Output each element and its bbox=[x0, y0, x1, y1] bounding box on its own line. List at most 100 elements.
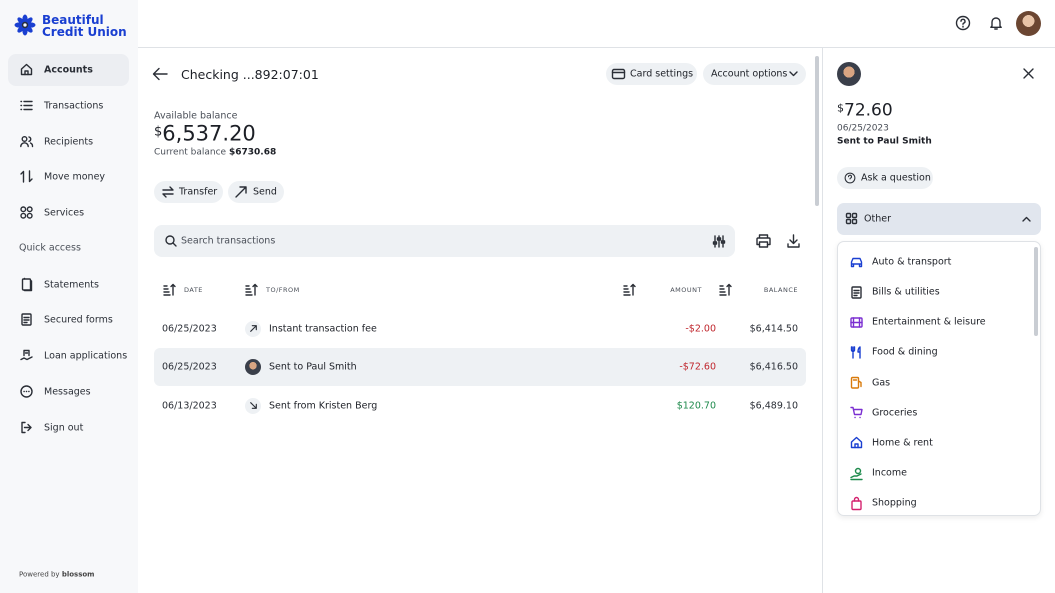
current-balance-value: $6730.68 bbox=[228, 147, 277, 158]
ask-question-button[interactable]: Ask a question bbox=[837, 167, 933, 189]
row-name[interactable]: Sent to Paul Smith bbox=[269, 361, 357, 373]
icon bbox=[20, 385, 33, 398]
search-placeholder: Search transactions bbox=[181, 235, 276, 247]
selected-category: Other bbox=[864, 213, 891, 225]
user-avatar[interactable] bbox=[1016, 11, 1041, 36]
current-balance-label: Current balance bbox=[154, 147, 227, 158]
row-date: 06/25/2023 bbox=[162, 322, 217, 334]
main-scrollbar bbox=[815, 56, 819, 206]
transfer-button[interactable]: Transfer bbox=[154, 181, 223, 203]
detail-date: 06/25/2023 bbox=[837, 123, 889, 134]
row-amount: $120.70 bbox=[676, 399, 716, 411]
row-name[interactable]: Instant transaction fee bbox=[269, 322, 377, 334]
list-scrollbar bbox=[1034, 247, 1038, 336]
row-balance: $6,414.50 bbox=[749, 322, 798, 334]
icon bbox=[21, 277, 33, 291]
help-button[interactable] bbox=[955, 15, 971, 31]
card-icon bbox=[611, 68, 626, 80]
currency: $ bbox=[837, 101, 844, 115]
sidebar bbox=[0, 0, 138, 593]
row-name[interactable]: Sent from Kristen Berg bbox=[269, 399, 378, 411]
icon bbox=[850, 346, 861, 359]
search-icon bbox=[165, 235, 177, 247]
ask-question-label: Ask a question bbox=[861, 172, 931, 184]
available-balance: $6,537.20 bbox=[154, 121, 256, 146]
row-date: 06/25/2023 bbox=[162, 361, 217, 373]
column-header: DATE bbox=[184, 285, 203, 294]
nav-item[interactable]: Secured forms bbox=[44, 314, 113, 326]
icon bbox=[245, 283, 258, 296]
nav-item[interactable]: Transactions bbox=[44, 100, 104, 112]
category-option[interactable]: Income bbox=[872, 467, 907, 479]
brand-name: Credit Union bbox=[42, 25, 127, 39]
category-option[interactable]: Groceries bbox=[872, 407, 918, 418]
nav-item[interactable]: Sign out bbox=[44, 421, 84, 433]
category-option[interactable]: Food & dining bbox=[872, 346, 938, 358]
print-button[interactable] bbox=[756, 234, 771, 248]
send-button[interactable]: Send bbox=[228, 181, 284, 203]
powered-by-brand: blossom bbox=[61, 570, 95, 579]
detail-description: Sent to Paul Smith bbox=[837, 136, 932, 147]
download-button[interactable] bbox=[787, 234, 800, 248]
row-avatar bbox=[245, 359, 261, 376]
contact-avatar bbox=[837, 62, 861, 86]
icon bbox=[250, 402, 257, 410]
column-header: BALANCE bbox=[763, 285, 798, 294]
icon bbox=[850, 257, 863, 267]
icon bbox=[250, 325, 257, 332]
nav-item[interactable]: Services bbox=[44, 207, 85, 219]
icon bbox=[850, 317, 863, 328]
row-amount: -$72.60 bbox=[679, 361, 716, 373]
transfer-label: Transfer bbox=[179, 186, 218, 198]
amount: 72.60 bbox=[844, 100, 893, 121]
nav-item[interactable]: Recipients bbox=[44, 135, 94, 147]
category-option[interactable]: Entertainment & leisure bbox=[872, 316, 986, 328]
nav-item[interactable]: Move money bbox=[44, 171, 106, 183]
icon bbox=[20, 349, 33, 361]
category-option[interactable]: Bills & utilities bbox=[872, 286, 940, 298]
icon bbox=[20, 63, 33, 76]
nav-item[interactable]: Statements bbox=[44, 278, 99, 290]
search-box[interactable]: Search transactions bbox=[154, 225, 735, 257]
nav-item[interactable]: Accounts bbox=[44, 64, 93, 76]
icon bbox=[850, 467, 863, 480]
send-label: Send bbox=[253, 186, 277, 198]
account-title: Checking ...892:07:01 bbox=[181, 66, 319, 82]
amount: 6,537.20 bbox=[162, 121, 256, 146]
account-options-button[interactable]: Account options bbox=[703, 63, 806, 85]
category-option[interactable]: Gas bbox=[872, 376, 891, 388]
chevron bbox=[789, 71, 798, 77]
card-settings-button[interactable]: Card settings bbox=[606, 63, 697, 85]
currency: $ bbox=[154, 124, 163, 140]
question-icon bbox=[844, 172, 856, 184]
icon bbox=[163, 283, 176, 296]
grid-icon bbox=[845, 212, 858, 225]
icon bbox=[21, 421, 32, 433]
back-button[interactable] bbox=[152, 67, 168, 81]
transfer-icon bbox=[162, 186, 174, 198]
icon bbox=[20, 206, 33, 219]
close-button[interactable] bbox=[1023, 68, 1034, 79]
category-option[interactable]: Home & rent bbox=[872, 437, 933, 449]
icon bbox=[851, 496, 862, 510]
icon bbox=[850, 407, 863, 419]
icon bbox=[850, 376, 862, 389]
row-amount: -$2.00 bbox=[685, 322, 716, 334]
category-option[interactable]: Shopping bbox=[872, 497, 917, 509]
send-icon bbox=[235, 186, 247, 198]
nav-item[interactable]: Messages bbox=[44, 386, 91, 398]
notifications-button[interactable] bbox=[988, 15, 1004, 31]
icon bbox=[21, 313, 32, 326]
filter-icon[interactable] bbox=[712, 235, 726, 248]
current-balance: Current balance $6730.68 bbox=[154, 147, 277, 158]
row-date: 06/13/2023 bbox=[162, 399, 217, 411]
brand-logo bbox=[14, 14, 36, 36]
category-option[interactable]: Auto & transport bbox=[872, 256, 952, 268]
row-highlight bbox=[154, 348, 806, 387]
icon bbox=[20, 170, 33, 184]
brand-name: Beautiful bbox=[42, 13, 104, 27]
category-dropdown[interactable]: Other bbox=[837, 203, 1041, 235]
icon bbox=[850, 437, 863, 449]
nav-item[interactable]: Loan applications bbox=[44, 350, 128, 362]
